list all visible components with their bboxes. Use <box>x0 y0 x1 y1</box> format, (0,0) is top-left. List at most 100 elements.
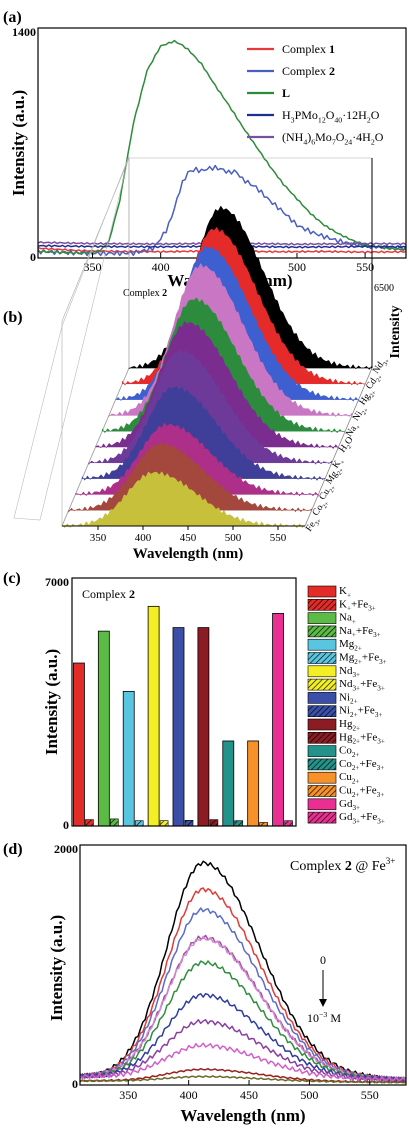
z-tick-label: 6500 <box>374 283 394 294</box>
series-label: Fe3+ <box>304 514 323 534</box>
bar-fe <box>209 819 219 827</box>
legend-swatch <box>307 612 337 624</box>
bar <box>197 627 210 827</box>
legend-swatch <box>307 798 337 811</box>
plot-frame <box>71 577 297 827</box>
bar-fe <box>159 820 169 827</box>
x-tick-label: 400 <box>135 532 152 544</box>
series-line <box>79 1019 407 1083</box>
legend-entry: Na+ <box>339 612 356 626</box>
series-line <box>79 992 407 1083</box>
legend-entry: Hg2++Fe3+ <box>339 731 385 745</box>
legend-entry: Nd3++Fe3+ <box>339 678 385 692</box>
x-tick-label: 500 <box>288 260 306 274</box>
x-tick-label: 500 <box>300 1088 318 1102</box>
x-tick-label: 400 <box>152 260 170 274</box>
series-label: Hg2+ <box>358 386 378 408</box>
x-tick-label: 550 <box>361 1088 379 1102</box>
bar <box>172 627 185 827</box>
panel-d: 350 400 450 500 550 2000 0 (d) Wavelength (nm) In… <box>3 841 407 1125</box>
series-line <box>79 960 407 1082</box>
bar-fe <box>85 819 94 827</box>
legend-entry: L <box>282 86 290 100</box>
bar-fe <box>284 820 293 827</box>
legend-swatch <box>307 718 337 731</box>
left-plane <box>13 155 130 521</box>
legend-swatch <box>307 692 337 704</box>
series-label: Cu2+ <box>318 481 338 503</box>
arrow-bottom-label: 10−3 M <box>307 1010 341 1025</box>
legend-entry: Ni2+ <box>339 691 358 705</box>
bar <box>97 630 110 827</box>
y-tick-label: 0 <box>30 250 36 264</box>
legend-entry: Co2+ <box>339 745 359 759</box>
series-label: Cd2+ <box>365 371 385 393</box>
x-tick-label: 350 <box>90 532 107 544</box>
series-line <box>79 1075 407 1084</box>
panel-label: (a) <box>3 9 22 26</box>
legend-entry: K+ <box>339 585 351 599</box>
bar <box>272 613 284 827</box>
y-tick-label: 2000 <box>54 842 78 856</box>
side-wall <box>61 157 130 527</box>
y-tick-label: 0 <box>63 818 69 832</box>
x-tick-label: 450 <box>180 532 197 544</box>
legend-entry: Gd3++Fe3+ <box>339 811 385 825</box>
legend-entry: Gd3+ <box>339 798 360 812</box>
x-tick-label: 350 <box>84 260 102 274</box>
legend-entry: Co2++Fe3+ <box>339 758 384 772</box>
legend-swatch <box>307 758 337 771</box>
bar <box>247 740 260 827</box>
bar <box>222 740 235 827</box>
series-line <box>79 860 407 1082</box>
bar <box>73 662 85 827</box>
waterfall-area <box>61 471 306 529</box>
y-tick-label: 7000 <box>45 575 69 589</box>
x-tick-label: 350 <box>119 1088 137 1102</box>
legend-entry: H3PMo12O40·12H2O <box>282 108 380 125</box>
bar <box>147 605 160 827</box>
plot-frame <box>79 844 407 1086</box>
legend-entry: Complex 1 <box>282 42 335 56</box>
legend-entry: Ni2++Fe3+ <box>339 705 382 719</box>
legend-swatch <box>307 731 337 744</box>
legend-swatch <box>307 811 337 824</box>
panel-label: (c) <box>3 570 21 587</box>
legend-swatch <box>307 652 337 664</box>
bar <box>122 690 135 827</box>
series-label: Ni2+ <box>351 404 370 424</box>
x-tick-label: 450 <box>240 1088 258 1102</box>
y-axis-label: Intensity (a.u.) <box>42 649 61 755</box>
y-axis-label: Intensity (a.u.) <box>9 90 28 196</box>
x-axis-label: Wavelength (nm) <box>180 1106 305 1125</box>
inset-label: Complex 2 <box>123 288 167 299</box>
series-line <box>79 935 407 1082</box>
panel-b: Nd3+Cd2+Hg2+Ni2+Na+H2OK+Mg2+Cu2+Co2+Fe3+… <box>3 155 403 562</box>
legend-entry: (NH4)6Mo7O24·4H2O <box>282 130 384 147</box>
legend-entry: Mg2+ <box>339 638 362 652</box>
legend-swatch <box>307 638 337 651</box>
x-tick-label: 550 <box>270 532 287 544</box>
annotation: Complex 2 @ Fe3+ <box>290 856 395 874</box>
panel-label: (b) <box>3 309 23 326</box>
legend-entry: Hg2+ <box>339 718 360 732</box>
legend-entry: Complex 2 <box>282 64 335 78</box>
legend-swatch <box>307 785 337 797</box>
series-label: Co2+ <box>311 497 331 519</box>
legend-swatch <box>307 625 337 638</box>
series-label: K+ <box>331 456 347 472</box>
series-line <box>37 39 407 255</box>
legend-swatch <box>307 585 337 598</box>
series-line <box>79 907 407 1083</box>
x-tick-label: 550 <box>356 260 374 274</box>
bar-fe <box>184 820 194 827</box>
legend-entry: Cu2+ <box>339 771 359 785</box>
legend-swatch <box>307 678 337 691</box>
x-tick-label: 400 <box>180 1088 198 1102</box>
arrow-top-label: 0 <box>320 953 326 967</box>
bar-fe <box>134 820 144 827</box>
z-axis-label: Intensity <box>388 306 403 359</box>
bar-fe <box>234 820 244 827</box>
series-line <box>79 1042 407 1082</box>
